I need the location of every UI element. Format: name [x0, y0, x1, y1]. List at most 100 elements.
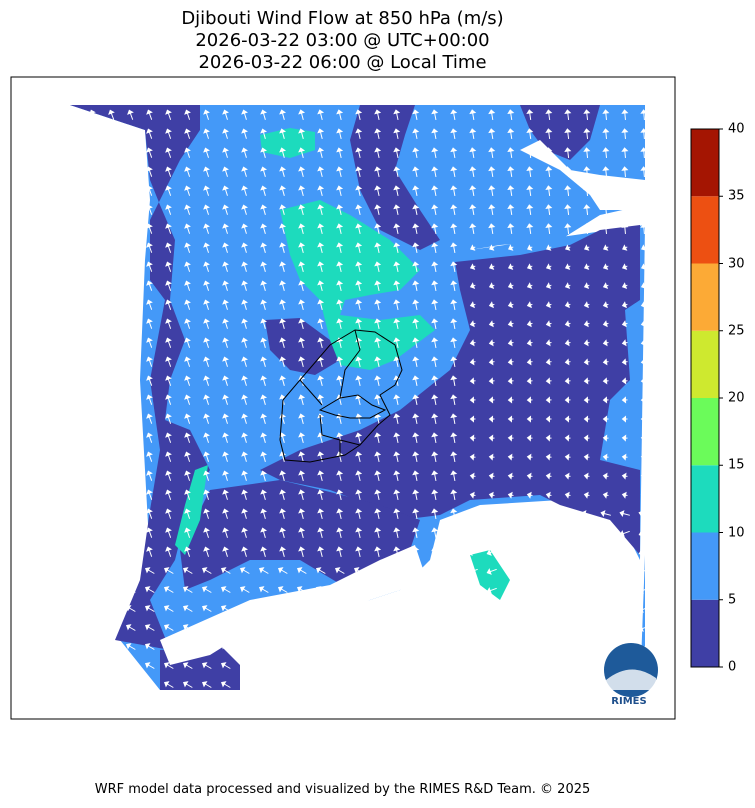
wind-arrow	[583, 263, 590, 270]
wind-arrow	[220, 624, 231, 631]
wind-arrow	[545, 434, 552, 442]
colorbar-segment	[691, 330, 719, 398]
wind-arrow	[640, 263, 647, 270]
wind-arrow	[203, 299, 210, 310]
wind-arrow	[51, 451, 58, 462]
wind-arrow	[526, 109, 534, 121]
wind-arrow	[146, 166, 153, 177]
wind-arrow	[410, 662, 421, 669]
wind-arrow	[374, 166, 382, 177]
wind-arrow	[638, 530, 649, 537]
wind-arrow	[583, 128, 591, 140]
wind-arrow	[450, 223, 458, 235]
wind-arrow	[391, 586, 402, 593]
wind-arrow	[277, 643, 288, 650]
wind-arrow	[355, 147, 363, 158]
wind-arrow	[524, 625, 535, 632]
wind-arrow	[260, 413, 268, 424]
wind-arrow	[640, 453, 647, 461]
wind-arrow	[581, 663, 592, 670]
wind-arrow	[317, 318, 325, 329]
wind-arrow	[108, 432, 115, 443]
wind-arrow	[334, 586, 345, 593]
wind-arrow	[564, 263, 571, 270]
wind-arrow	[165, 356, 172, 367]
wind-arrow	[184, 546, 191, 557]
wind-arrow	[355, 109, 363, 120]
wind-arrow	[334, 605, 345, 612]
wind-arrow	[621, 282, 628, 290]
wind-arrow	[507, 396, 514, 404]
colorbar-segment	[691, 599, 719, 667]
wind-arrow	[469, 339, 476, 347]
wind-arrow	[334, 624, 345, 631]
wind-arrow	[505, 625, 516, 632]
wind-arrow	[315, 586, 326, 593]
wind-arrow	[279, 470, 287, 481]
wind-arrow	[564, 491, 571, 499]
wind-arrow	[545, 472, 552, 480]
wind-arrow	[602, 415, 609, 423]
wind-arrow	[222, 204, 229, 215]
wind-arrow	[51, 489, 58, 500]
wind-arrow	[296, 586, 307, 593]
wind-arrow	[374, 204, 382, 215]
wind-arrow	[220, 567, 231, 574]
wind-arrow	[258, 643, 269, 650]
wind-arrow	[488, 415, 495, 423]
wind-arrow	[431, 166, 439, 178]
wind-arrow	[469, 377, 476, 385]
wind-arrow	[581, 682, 592, 689]
wind-arrow	[51, 261, 58, 272]
wind-arrow	[488, 453, 495, 461]
wind-arrow	[127, 299, 134, 310]
wind-arrow	[89, 223, 96, 234]
wind-arrow	[543, 625, 554, 632]
wind-arrow	[602, 491, 609, 499]
wind-arrow	[296, 605, 307, 612]
wind-arrow	[640, 301, 647, 309]
speed-band-0-5-west	[70, 105, 210, 650]
wind-arrow	[412, 489, 420, 500]
wind-arrow	[165, 394, 172, 405]
wind-arrow	[51, 375, 58, 386]
wind-arrow	[203, 546, 210, 557]
wind-arrow	[258, 662, 269, 669]
wind-arrow	[89, 166, 96, 177]
wind-arrow	[317, 204, 325, 215]
wind-arrow	[526, 301, 533, 309]
wind-arrow	[374, 527, 382, 538]
wind-arrow	[431, 356, 439, 368]
wind-arrow	[146, 356, 153, 367]
wind-arrow	[203, 242, 210, 253]
wind-arrow	[163, 662, 174, 669]
wind-arrow	[412, 109, 420, 120]
wind-arrow	[277, 567, 288, 574]
wind-arrow	[353, 624, 364, 631]
wind-arrow	[49, 643, 60, 650]
wind-arrow	[241, 261, 248, 272]
wind-arrow	[450, 356, 458, 368]
wind-arrow	[393, 280, 401, 291]
wind-arrow	[222, 375, 229, 386]
wind-arrow	[279, 261, 287, 272]
wind-arrow	[201, 586, 212, 593]
wind-arrow	[260, 508, 268, 519]
wind-arrow	[448, 530, 459, 537]
wind-arrow	[315, 681, 326, 688]
wind-arrow	[222, 128, 229, 139]
wind-arrow	[353, 586, 364, 593]
wind-arrow	[374, 489, 382, 500]
wind-arrow	[89, 185, 96, 196]
wind-arrow	[393, 394, 401, 405]
wind-arrow	[127, 375, 134, 386]
wind-arrow	[51, 356, 58, 367]
wind-arrow	[545, 166, 553, 178]
wind-arrow	[393, 299, 401, 310]
wind-arrow	[70, 299, 77, 310]
wind-arrow	[277, 681, 288, 688]
wind-arrow	[450, 508, 458, 520]
wind-arrow	[317, 280, 325, 291]
wind-arrow	[203, 470, 210, 481]
wind-arrow	[450, 375, 458, 387]
